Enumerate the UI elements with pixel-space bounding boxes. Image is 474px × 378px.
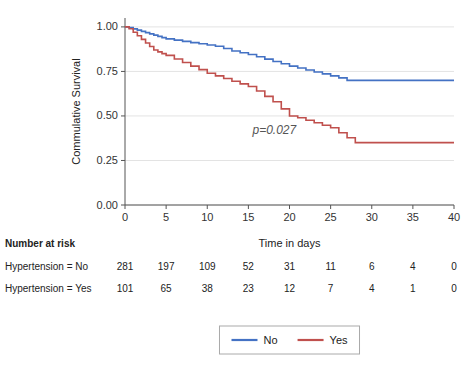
- x-tick-label: 35: [407, 211, 419, 223]
- grid-line: [125, 71, 454, 72]
- risk-count: 0: [451, 261, 457, 272]
- y-tick-label: 0.75: [97, 65, 118, 77]
- risk-count: 7: [328, 283, 334, 294]
- y-tick: [121, 26, 125, 27]
- legend-label: No: [263, 334, 277, 346]
- x-tick-label: 10: [201, 211, 213, 223]
- x-tick: [248, 205, 249, 209]
- legend-swatch: [231, 339, 257, 341]
- risk-count: 6: [369, 261, 375, 272]
- x-tick: [412, 205, 413, 209]
- survival-curve: [125, 27, 454, 143]
- y-axis-label: Commulative Survival: [70, 58, 82, 164]
- x-tick: [207, 205, 208, 209]
- x-tick: [454, 205, 455, 209]
- legend-box: [219, 326, 359, 354]
- y-tick: [121, 71, 125, 72]
- risk-count: 0: [451, 283, 457, 294]
- y-tick: [121, 115, 125, 116]
- risk-count: 52: [243, 261, 255, 272]
- x-tick: [166, 205, 167, 209]
- x-axis: [125, 205, 454, 206]
- y-tick-label: 1.00: [97, 20, 118, 32]
- x-tick-label: 25: [325, 211, 337, 223]
- grid-line: [125, 205, 454, 206]
- risk-count: 38: [202, 283, 214, 294]
- grid-line: [125, 160, 454, 161]
- y-tick: [121, 205, 125, 206]
- annotation: p=0.027: [251, 123, 297, 137]
- y-axis: [125, 18, 126, 205]
- x-tick-label: 15: [242, 211, 254, 223]
- risk-table-title: Number at risk: [5, 238, 75, 249]
- survival-curve: [125, 27, 454, 80]
- risk-row-label: Hypertension = Yes: [5, 283, 91, 294]
- x-tick-label: 40: [448, 211, 460, 223]
- risk-count: 197: [158, 261, 175, 272]
- x-axis-label: Time in days: [259, 237, 321, 249]
- x-tick-label: 5: [163, 211, 169, 223]
- risk-count: 23: [243, 283, 255, 294]
- grid-line: [125, 26, 454, 27]
- risk-count: 31: [284, 261, 296, 272]
- x-tick: [330, 205, 331, 209]
- legend-label: Yes: [330, 334, 348, 346]
- x-tick: [289, 205, 290, 209]
- y-tick-label: 0.00: [97, 199, 118, 211]
- x-tick-label: 0: [122, 211, 128, 223]
- risk-count: 101: [117, 283, 134, 294]
- risk-count: 12: [284, 283, 296, 294]
- y-tick: [121, 160, 125, 161]
- risk-count: 109: [199, 261, 216, 272]
- x-tick: [371, 205, 372, 209]
- x-tick-label: 30: [366, 211, 378, 223]
- risk-row-label: Hypertension = No: [5, 261, 89, 272]
- x-tick: [125, 205, 126, 209]
- risk-count: 4: [369, 283, 375, 294]
- y-tick-label: 0.50: [97, 109, 118, 121]
- risk-count: 65: [161, 283, 173, 294]
- legend-swatch: [298, 339, 324, 341]
- plot-area: [125, 27, 454, 143]
- risk-count: 11: [325, 261, 336, 272]
- legend: No Yes: [219, 326, 359, 354]
- risk-count: 4: [410, 261, 416, 272]
- chart: 0.000.250.500.751.000510152025303540Comm…: [0, 0, 474, 378]
- risk-count: 281: [117, 261, 134, 272]
- y-tick-label: 0.25: [97, 154, 118, 166]
- x-tick-label: 20: [283, 211, 295, 223]
- risk-count: 1: [410, 283, 416, 294]
